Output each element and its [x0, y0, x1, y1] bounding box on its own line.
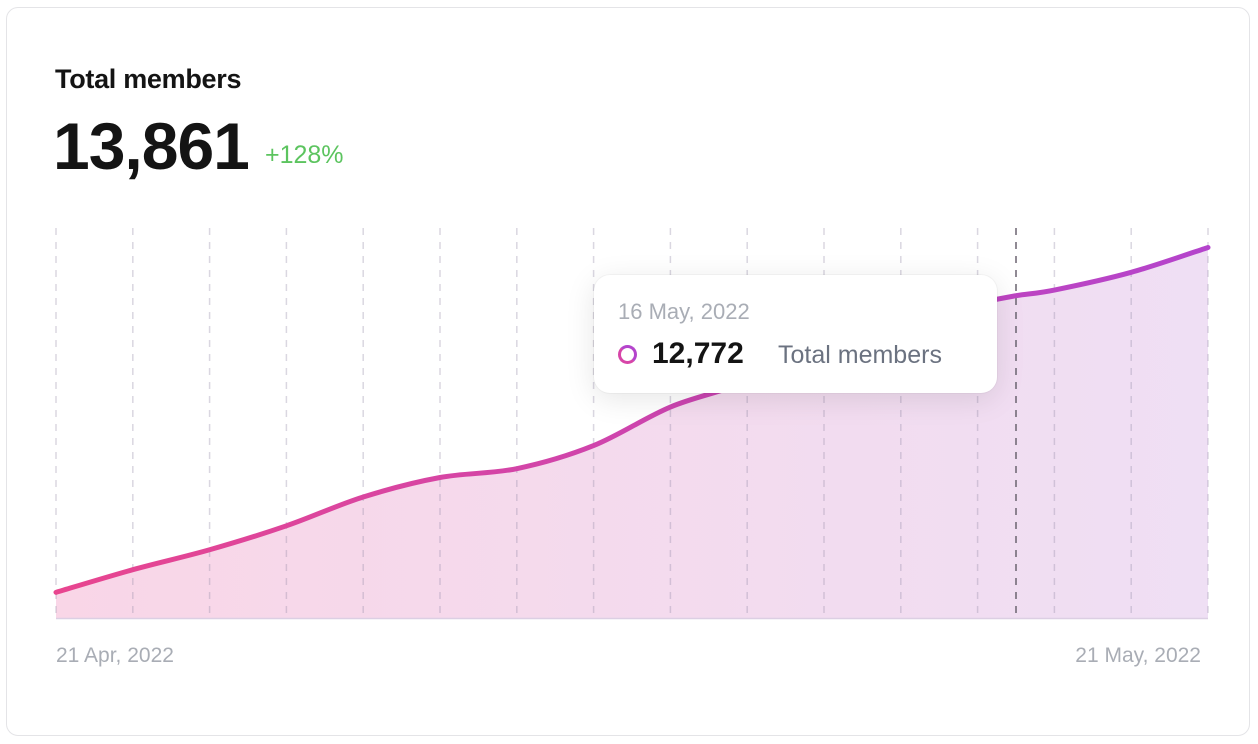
x-tick-label-end: 21 May, 2022 [1075, 644, 1201, 667]
tooltip-series-label: Total members [778, 341, 942, 369]
tooltip-date: 16 May, 2022 [618, 299, 750, 324]
data-point-2022-04-25[interactable] [207, 547, 213, 553]
series-line-total-members [53, 244, 1211, 595]
data-point-2022-05-05[interactable] [591, 443, 597, 449]
data-point-2022-05-03[interactable] [514, 466, 520, 472]
change-badge: +128% [265, 141, 344, 169]
data-point-2022-05-17[interactable] [1051, 287, 1057, 293]
data-point-2022-05-21[interactable] [1205, 244, 1211, 250]
data-point-2022-05-16[interactable] [1013, 293, 1019, 299]
data-point-2022-05-19[interactable] [1128, 269, 1134, 275]
data-point-2022-04-23[interactable] [130, 567, 136, 573]
tooltip-value: 12,772 [652, 337, 744, 370]
data-point-2022-04-21[interactable] [53, 589, 59, 595]
chart-tooltip: 16 May, 2022 12,772 Total members [594, 275, 997, 393]
total-value: 13,861 [53, 109, 250, 183]
card-title: Total members [55, 64, 242, 94]
data-point-2022-05-01[interactable] [437, 475, 443, 481]
series-marker-icon [618, 345, 637, 364]
data-point-2022-04-29[interactable] [360, 494, 366, 500]
data-point-2022-04-27[interactable] [283, 523, 289, 529]
data-point-2022-05-07[interactable] [667, 404, 673, 410]
x-tick-label-start: 21 Apr, 2022 [56, 644, 174, 667]
